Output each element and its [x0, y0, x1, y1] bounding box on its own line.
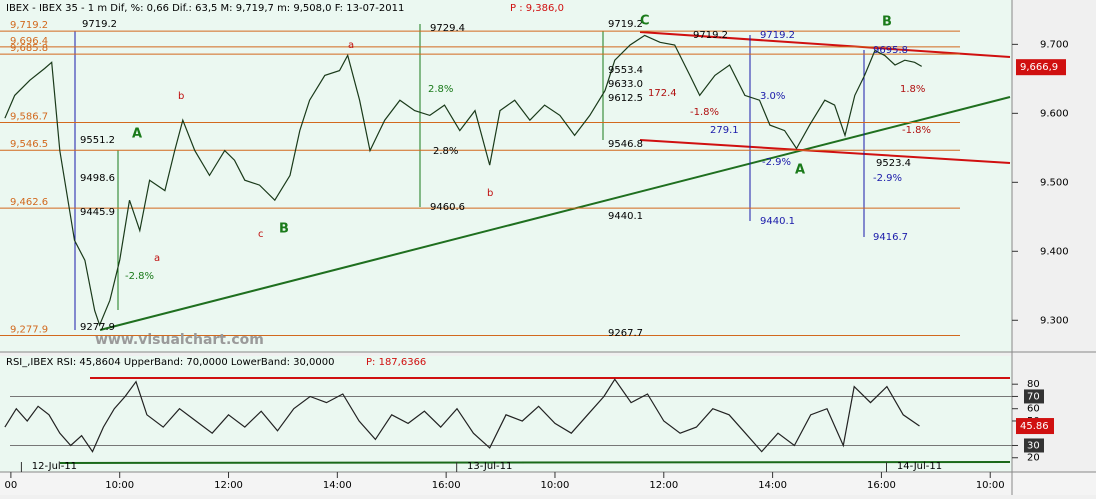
y-tick-label: 9.700	[1040, 39, 1069, 50]
annotation: 3.0%	[760, 91, 785, 102]
price-panel	[0, 0, 1012, 352]
annotation: c	[258, 229, 264, 240]
x-tick-label: 10:00	[976, 480, 1005, 491]
annotation: 9729.4	[430, 23, 465, 34]
x-tick-label: 14:00	[758, 480, 787, 491]
x-tick-label: 16:00	[867, 480, 896, 491]
annotation: 2.8%	[428, 84, 453, 95]
rsi-lower-line	[59, 461, 1011, 464]
y-tick-label: 60	[1027, 404, 1040, 415]
current-box	[1016, 59, 1066, 76]
annotation: www.visualchart.com	[95, 332, 264, 348]
level-label: 9,546.5	[10, 139, 48, 150]
rsi-header: RSI_,IBEX RSI: 45,8604 UpperBand: 70,000…	[6, 357, 334, 368]
trend-line	[639, 31, 1011, 58]
annotation: a	[154, 253, 160, 264]
y-tick-label: 9.600	[1040, 108, 1069, 119]
annotation: 1.8%	[900, 84, 925, 95]
x-tick-label: 16:00	[432, 480, 461, 491]
price-header-p: P : 9,386,0	[510, 3, 564, 14]
x-tick-label: 10:00	[541, 480, 570, 491]
x-tick-label: 12:00	[649, 480, 678, 491]
annotation: 9719.2	[82, 19, 117, 30]
annotation: 9546.8	[608, 139, 643, 150]
y-tick-label: 9.300	[1040, 315, 1069, 326]
annotation: b	[178, 91, 184, 102]
x-tick-label: 12:00	[214, 480, 243, 491]
annotation: 9460.6	[430, 202, 465, 213]
band-box	[1024, 438, 1044, 453]
annotation: 2.8%	[433, 146, 458, 157]
y-tick-label: 9.500	[1040, 177, 1069, 188]
annotation: 9553.4	[608, 65, 643, 76]
level-label: 9,719.2	[10, 20, 48, 31]
level-label: 9,277.9	[10, 325, 48, 336]
annotation: B	[279, 222, 289, 237]
annotation: 9633.0	[608, 79, 643, 90]
series-line	[4, 34, 923, 327]
y-tick-label: 80	[1027, 379, 1040, 390]
level-label: 9,696.4	[10, 36, 48, 47]
annotation: -2.8%	[125, 271, 154, 282]
annotation: 9277.9	[80, 322, 115, 333]
annotation: -1.8%	[690, 107, 719, 118]
series-line	[4, 378, 920, 453]
annotation: B	[882, 15, 892, 30]
price-header: IBEX - IBEX 35 - 1 m Dif, %: 0,66 Dif.: …	[6, 3, 404, 14]
annotation: 9416.7	[873, 232, 908, 243]
annotation: 9612.5	[608, 93, 643, 104]
rsi-panel	[0, 356, 1012, 472]
annotation: 279.1	[710, 125, 739, 136]
annotation: C	[640, 14, 650, 29]
current-label: 9,666,9	[1020, 62, 1058, 73]
annotation: 9695.8	[873, 45, 908, 56]
annotation: -1.8%	[902, 125, 931, 136]
annotation: 172.4	[648, 88, 677, 99]
trend-line	[639, 139, 1011, 164]
level-label: 9,685.8	[10, 43, 48, 54]
annotation: A	[795, 163, 805, 178]
level-label: 9,586.7	[10, 112, 48, 123]
annotation: 9498.6	[80, 173, 115, 184]
y-tick-label: 70	[1027, 391, 1040, 402]
annotation: 9440.1	[760, 216, 795, 227]
annotation: 9440.1	[608, 211, 643, 222]
annotation: 9445.9	[80, 207, 115, 218]
annotation: 9523.4	[876, 158, 911, 169]
current-box	[1016, 418, 1054, 435]
y-tick-label: 9.400	[1040, 246, 1069, 257]
annotation: -2.9%	[873, 173, 902, 184]
x-tick-label: 00	[5, 480, 18, 491]
trend-line	[99, 96, 1011, 331]
trend-lines	[59, 24, 1011, 464]
annotation: 9719.2	[608, 19, 643, 30]
x-tick-label: 14:00	[323, 480, 352, 491]
annotation: -2.9%	[762, 157, 791, 168]
y-tick-label: 20	[1027, 453, 1040, 464]
date-label: 14-Jul-11	[897, 461, 942, 472]
date-label: 13-Jul-11	[467, 461, 512, 472]
annotation: a	[348, 40, 354, 51]
level-label: 9,462.6	[10, 197, 48, 208]
band-box	[1024, 389, 1044, 404]
time-axis	[0, 472, 1096, 495]
annotation: 9551.2	[80, 135, 115, 146]
annotation: 9719.2	[693, 30, 728, 41]
annotation: A	[132, 127, 142, 142]
rsi-header-p: P: 187,6366	[366, 357, 426, 368]
x-tick-label: 10:00	[105, 480, 134, 491]
y-tick-label: 30	[1027, 440, 1040, 451]
current-label: 45.86	[1020, 421, 1049, 432]
annotation: 9719.2	[760, 30, 795, 41]
date-label: 12-Jul-11	[32, 461, 77, 472]
annotation: b	[487, 188, 493, 199]
annotation: 9267.7	[608, 328, 643, 339]
